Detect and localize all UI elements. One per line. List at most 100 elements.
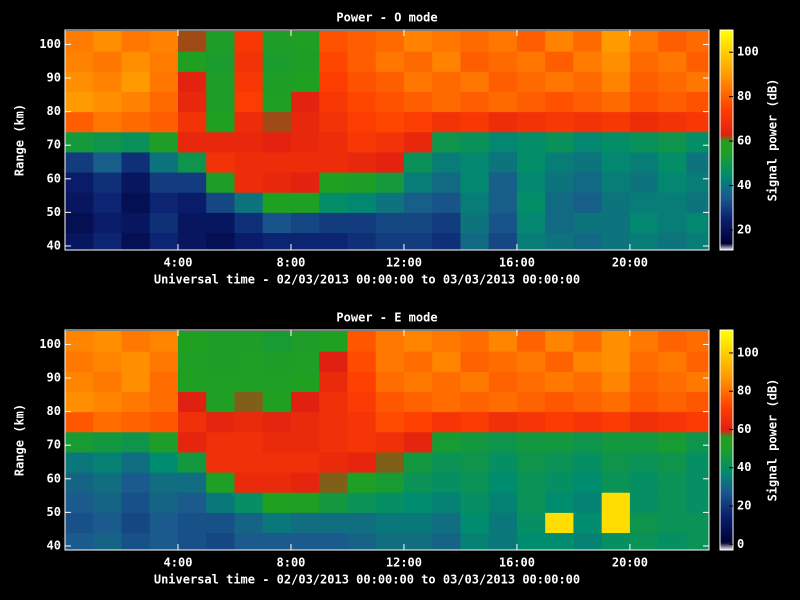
cell [403,351,433,372]
cell [573,172,603,193]
cell [121,371,151,392]
cell [601,512,631,534]
cell [234,532,264,550]
cell [290,351,320,372]
colorbar-swatch [720,518,733,521]
cell [319,532,348,550]
colorbar-swatch [720,78,733,81]
cell [234,111,264,133]
cell [375,71,405,92]
cell [347,151,377,173]
cell [375,391,405,413]
cell [262,91,292,113]
colorbar-swatch [720,88,733,91]
cell [573,151,603,173]
colorbar-swatch [720,350,733,353]
cell [121,331,151,352]
colorbar-swatch [720,504,733,507]
cell [93,91,122,113]
cell [573,371,603,392]
colorbar-swatch [720,448,733,451]
cell [516,31,546,52]
cell [573,131,603,153]
colorbar-swatch [720,458,733,461]
cell [488,472,518,493]
colorbar-swatch [720,364,733,367]
cell [545,492,574,513]
cell [206,172,235,193]
colorbar-swatch [720,406,733,409]
cell [149,51,179,72]
cell [65,351,94,372]
chart-title: Power - E mode [336,311,437,325]
cell [290,512,320,534]
cell [347,31,377,52]
colorbar-swatch [720,72,733,75]
colorbar-swatch [720,178,733,181]
cell [403,71,433,92]
cell [432,331,461,352]
colorbar-swatch [720,192,733,195]
cell [177,391,207,413]
colorbar-swatch [720,116,733,119]
cell [290,212,320,234]
colorbar-swatch [720,500,733,503]
colorbar-swatch [720,74,733,77]
colorbar-tick-label: 80 [737,384,751,398]
x-tick-label: 20:00 [612,256,648,270]
cell [573,451,603,473]
cell [488,431,518,453]
colorbar-swatch [720,222,733,225]
colorbar-swatch [720,200,733,203]
cell [460,431,490,453]
cell [177,411,207,433]
colorbar-swatch [720,160,733,163]
cell [65,391,94,413]
cell [177,331,207,352]
colorbar-swatch [720,514,733,517]
colorbar-swatch [720,80,733,83]
cell [319,212,348,234]
cell [686,192,709,213]
colorbar-swatch [720,62,733,65]
cell [347,131,377,153]
cell [234,212,264,234]
colorbar-swatch [720,346,733,349]
colorbar-swatch [720,100,733,103]
cell [658,512,687,534]
cell [177,451,207,473]
cell [488,532,518,550]
cell [375,351,405,372]
cell [629,71,659,92]
colorbar-swatch [720,170,733,173]
cell [262,371,292,392]
colorbar-swatch [720,50,733,53]
colorbar-swatch [720,126,733,129]
cell [601,111,631,133]
colorbar-swatch [720,394,733,397]
cell [573,512,603,534]
cell [432,532,461,550]
cell [206,351,235,372]
colorbar-swatch [720,462,733,465]
colorbar-swatch [720,76,733,79]
colorbar-swatch [720,196,733,199]
colorbar-swatch [720,40,733,43]
cell [601,331,631,352]
colorbar-swatch [720,524,733,527]
cell [319,91,348,113]
colorbar-swatch [720,454,733,457]
cell [488,411,518,433]
cell [234,131,264,153]
colorbar-swatch [720,86,733,89]
colorbar-swatch [720,92,733,95]
cell [234,71,264,92]
cell [65,111,94,133]
cell [658,71,687,92]
cell [319,71,348,92]
cell [206,451,235,473]
colorbar-swatch [720,110,733,113]
colorbar-swatch [720,228,733,231]
colorbar-swatch [720,540,733,543]
